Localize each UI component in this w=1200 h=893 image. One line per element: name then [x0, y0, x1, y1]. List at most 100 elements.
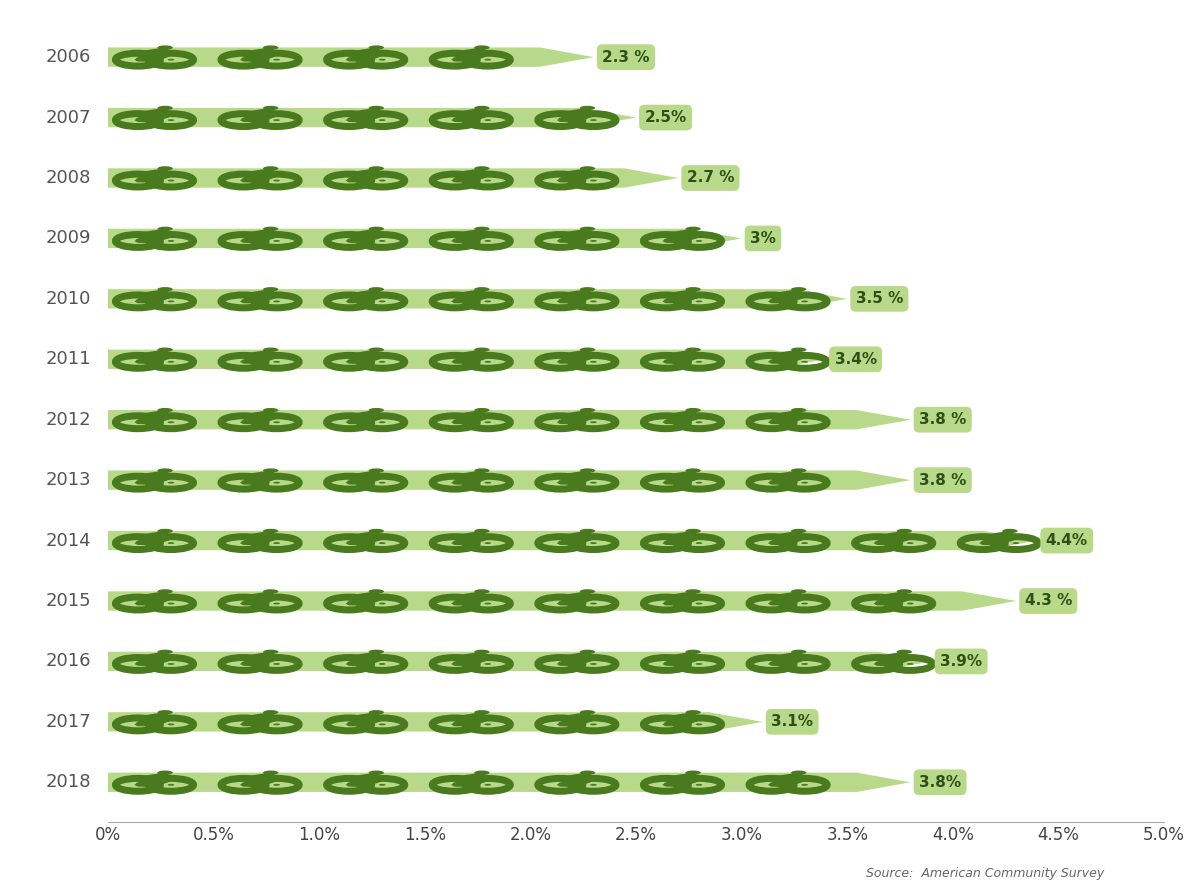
Circle shape — [802, 361, 808, 363]
Circle shape — [485, 542, 491, 544]
Circle shape — [134, 361, 142, 363]
Circle shape — [346, 784, 353, 786]
Circle shape — [263, 529, 278, 533]
Circle shape — [168, 542, 174, 544]
Circle shape — [168, 59, 174, 61]
Circle shape — [685, 347, 701, 352]
Text: 3.5 %: 3.5 % — [856, 291, 904, 306]
Circle shape — [802, 663, 808, 665]
Circle shape — [134, 300, 142, 303]
Circle shape — [157, 469, 173, 472]
Circle shape — [157, 650, 173, 654]
Text: 3.8%: 3.8% — [919, 775, 961, 789]
Circle shape — [874, 663, 881, 665]
Circle shape — [379, 361, 385, 363]
Circle shape — [274, 723, 280, 725]
Circle shape — [157, 166, 173, 171]
Polygon shape — [108, 168, 678, 188]
Circle shape — [696, 723, 702, 725]
Circle shape — [274, 300, 280, 303]
Circle shape — [485, 663, 491, 665]
Circle shape — [874, 603, 881, 605]
Circle shape — [791, 529, 806, 533]
Circle shape — [685, 529, 701, 533]
Text: 3.8 %: 3.8 % — [919, 472, 966, 488]
Text: 3%: 3% — [750, 231, 776, 246]
Circle shape — [557, 784, 564, 786]
Circle shape — [802, 542, 808, 544]
Circle shape — [263, 771, 278, 775]
Circle shape — [696, 361, 702, 363]
Circle shape — [696, 421, 702, 423]
Circle shape — [346, 421, 353, 423]
Circle shape — [662, 300, 670, 303]
Circle shape — [474, 529, 490, 533]
Circle shape — [768, 603, 775, 605]
Circle shape — [240, 300, 247, 303]
Circle shape — [485, 240, 491, 242]
Circle shape — [263, 408, 278, 413]
Circle shape — [157, 710, 173, 714]
Circle shape — [451, 542, 458, 544]
Circle shape — [580, 347, 595, 352]
Circle shape — [274, 663, 280, 665]
Circle shape — [802, 421, 808, 423]
Circle shape — [907, 603, 913, 605]
Circle shape — [557, 481, 564, 484]
Circle shape — [368, 46, 384, 50]
Circle shape — [802, 481, 808, 484]
Circle shape — [590, 119, 596, 121]
Circle shape — [274, 542, 280, 544]
Circle shape — [474, 166, 490, 171]
Circle shape — [346, 723, 353, 725]
Circle shape — [263, 589, 278, 594]
Circle shape — [240, 603, 247, 605]
Circle shape — [451, 119, 458, 121]
Circle shape — [451, 723, 458, 725]
Circle shape — [791, 650, 806, 654]
Circle shape — [157, 408, 173, 413]
Polygon shape — [108, 531, 1037, 550]
Circle shape — [474, 589, 490, 594]
Circle shape — [240, 59, 247, 61]
Circle shape — [791, 469, 806, 472]
Circle shape — [557, 723, 564, 725]
Circle shape — [274, 179, 280, 181]
Circle shape — [157, 771, 173, 775]
Circle shape — [379, 421, 385, 423]
Circle shape — [368, 287, 384, 291]
Circle shape — [168, 179, 174, 181]
Circle shape — [874, 542, 881, 544]
Circle shape — [168, 240, 174, 242]
Circle shape — [696, 663, 702, 665]
Circle shape — [485, 119, 491, 121]
Circle shape — [768, 481, 775, 484]
Circle shape — [580, 166, 595, 171]
Text: 2016: 2016 — [46, 653, 91, 671]
Circle shape — [485, 421, 491, 423]
Circle shape — [474, 408, 490, 413]
Circle shape — [368, 650, 384, 654]
Circle shape — [263, 469, 278, 472]
Circle shape — [346, 179, 353, 181]
Circle shape — [157, 105, 173, 110]
Circle shape — [263, 227, 278, 231]
Circle shape — [474, 46, 490, 50]
Circle shape — [485, 723, 491, 725]
Polygon shape — [108, 350, 826, 369]
Text: 2.7 %: 2.7 % — [686, 171, 734, 186]
Text: 3.8 %: 3.8 % — [919, 413, 966, 427]
Circle shape — [134, 784, 142, 786]
Circle shape — [263, 105, 278, 110]
Circle shape — [768, 542, 775, 544]
Circle shape — [157, 287, 173, 291]
Polygon shape — [108, 471, 911, 489]
Circle shape — [685, 469, 701, 472]
Circle shape — [590, 300, 596, 303]
Circle shape — [685, 227, 701, 231]
Circle shape — [263, 347, 278, 352]
Circle shape — [240, 542, 247, 544]
Polygon shape — [108, 47, 594, 67]
Circle shape — [451, 421, 458, 423]
Circle shape — [168, 119, 174, 121]
